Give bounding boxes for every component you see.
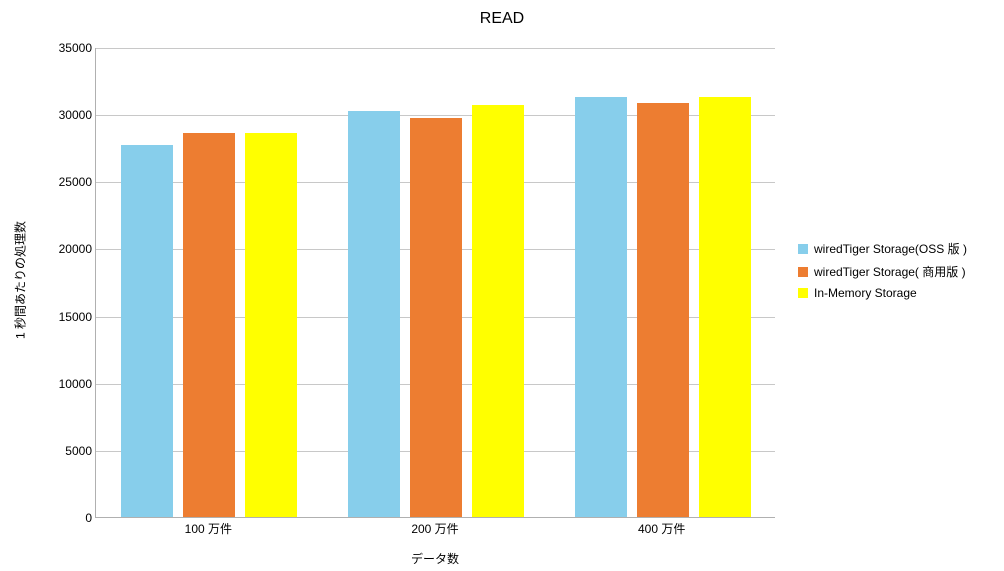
y-tick-label: 0 <box>6 511 92 525</box>
x-tick-label: 200 万件 <box>411 520 458 537</box>
x-tick-label: 100 万件 <box>185 520 232 537</box>
legend-label: In-Memory Storage <box>814 286 917 300</box>
legend-item: wiredTiger Storage(OSS 版 ) <box>798 240 967 257</box>
bar <box>183 133 235 517</box>
chart-container: READ 1 秒間あたりの処理数 データ数 wiredTiger Storage… <box>0 0 1004 571</box>
gridline <box>96 48 775 49</box>
bar <box>575 97 627 517</box>
legend-label: wiredTiger Storage(OSS 版 ) <box>814 240 967 257</box>
y-tick-label: 15000 <box>6 310 92 324</box>
y-tick-label: 35000 <box>6 41 92 55</box>
y-tick-label: 5000 <box>6 444 92 458</box>
y-tick-label: 25000 <box>6 175 92 189</box>
y-tick-label: 10000 <box>6 377 92 391</box>
y-tick-label: 20000 <box>6 242 92 256</box>
bar <box>472 105 524 517</box>
bar <box>245 133 297 517</box>
x-axis-label: データ数 <box>95 550 775 567</box>
chart-title: READ <box>0 10 1004 28</box>
legend-swatch <box>798 288 808 298</box>
bar <box>348 111 400 517</box>
y-tick-label: 30000 <box>6 108 92 122</box>
legend-swatch <box>798 244 808 254</box>
bar <box>637 103 689 517</box>
plot-area <box>95 48 775 518</box>
legend-item: In-Memory Storage <box>798 286 967 300</box>
bar <box>410 118 462 517</box>
legend-label: wiredTiger Storage( 商用版 ) <box>814 263 966 280</box>
x-tick-label: 400 万件 <box>638 520 685 537</box>
legend-item: wiredTiger Storage( 商用版 ) <box>798 263 967 280</box>
legend: wiredTiger Storage(OSS 版 ) wiredTiger Sto… <box>798 240 967 306</box>
bar <box>699 97 751 517</box>
legend-swatch <box>798 267 808 277</box>
bar <box>121 145 173 517</box>
